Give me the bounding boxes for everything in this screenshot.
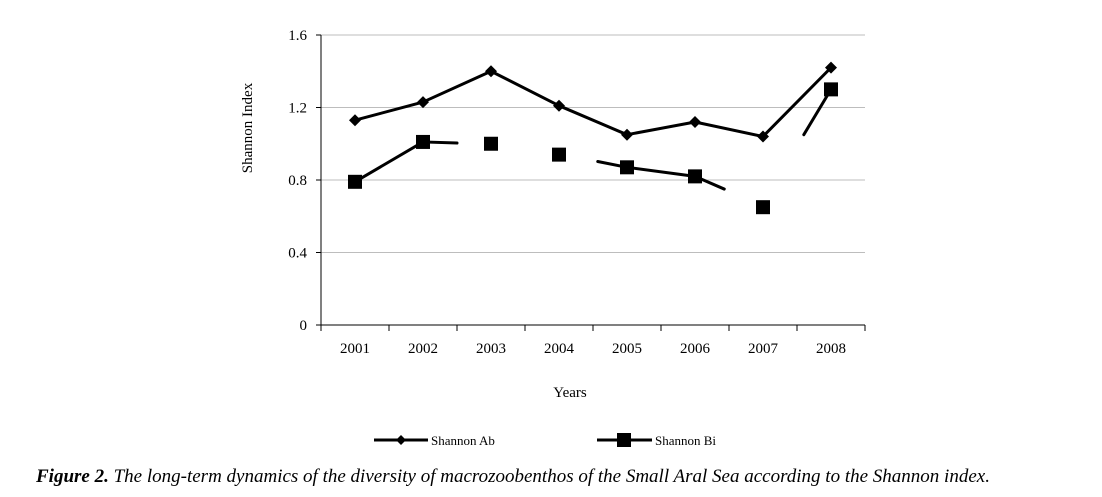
data-point-shannon-bi (416, 134, 430, 149)
x-tick-label: 2008 (816, 341, 846, 357)
legend-diamond-marker-icon (396, 435, 406, 445)
x-tick-label: 2001 (340, 341, 370, 357)
y-tick-label: 1.6 (288, 28, 307, 44)
legend-label-bi: Shannon Bi (655, 433, 716, 448)
figure-caption: Figure 2. The long-term dynamics of the … (36, 466, 1096, 488)
data-point-shannon-ab (825, 61, 837, 74)
data-point-shannon-bi (348, 174, 362, 189)
series-line-segment-shannon-bi (353, 140, 425, 184)
data-point-shannon-ab (689, 116, 701, 128)
x-axis-title: Years (553, 385, 587, 401)
figure-caption-label: Figure 2. (36, 466, 109, 487)
y-tick-label: 1.2 (288, 101, 307, 117)
data-point-shannon-bi (688, 169, 702, 184)
legend-square-marker-icon (617, 433, 631, 447)
series-line-shannon-ab (354, 66, 833, 138)
series-shannon-ab (349, 61, 837, 143)
x-tick-label: 2002 (408, 341, 438, 357)
x-tick-label: 2005 (612, 341, 642, 357)
gridlines (316, 34, 866, 331)
legend: Shannon Ab Shannon Bi (374, 433, 716, 448)
x-tick-label: 2004 (544, 341, 575, 357)
data-point-shannon-bi (824, 82, 838, 97)
data-point-shannon-ab (417, 96, 429, 109)
data-point-shannon-bi (484, 136, 498, 151)
data-point-shannon-ab (349, 114, 361, 127)
data-point-shannon-ab (621, 128, 633, 141)
legend-item-shannon-ab: Shannon Ab (374, 433, 495, 448)
legend-item-shannon-bi: Shannon Bi (597, 433, 716, 448)
series-shannon-bi (348, 82, 838, 215)
y-tick-label: 0 (300, 318, 308, 334)
x-tick-label: 2003 (476, 341, 506, 357)
axes (320, 35, 865, 326)
data-point-shannon-ab (757, 130, 769, 143)
data-point-shannon-ab (553, 99, 565, 112)
y-tick-labels: 0 0.4 0.8 1.2 1.6 (288, 28, 307, 334)
y-axis-title: Shannon Index (240, 82, 256, 173)
x-tick-labels: 2001 2002 2003 2004 2005 2006 2007 2008 (340, 341, 846, 357)
y-tick-label: 0.8 (288, 173, 307, 189)
series-line-segment-shannon-bi (625, 165, 697, 178)
x-tick-label: 2006 (680, 341, 711, 357)
data-point-shannon-bi (552, 147, 566, 162)
data-point-shannon-bi (756, 200, 770, 215)
data-point-shannon-bi (620, 160, 634, 175)
data-point-shannon-ab (485, 65, 497, 78)
series-line-segment-shannon-bi (802, 87, 833, 137)
figure-caption-text: The long-term dynamics of the diversity … (108, 466, 990, 487)
legend-label-ab: Shannon Ab (431, 433, 495, 448)
x-tick-label: 2007 (748, 341, 779, 357)
y-tick-label: 0.4 (288, 246, 307, 262)
